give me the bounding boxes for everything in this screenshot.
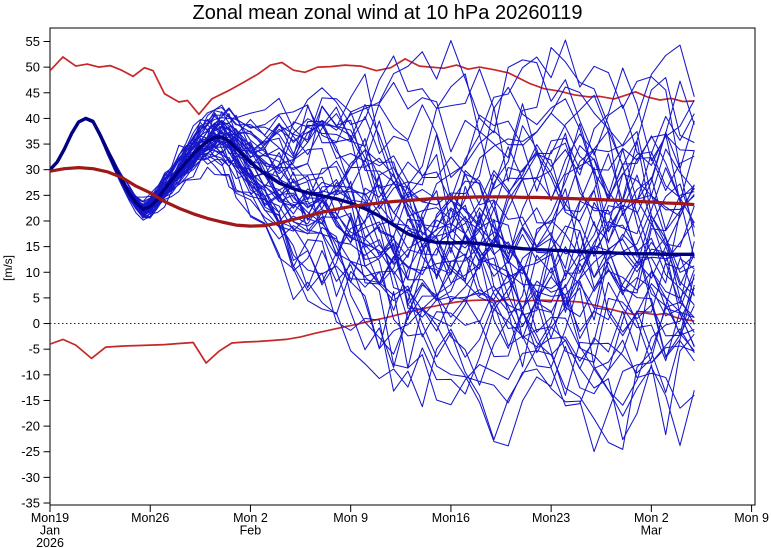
climatology-mean-line	[50, 166, 695, 228]
ensemble-member-line	[50, 46, 695, 261]
y-tick-label: 10	[26, 265, 40, 280]
x-tick-label: Mon26	[131, 511, 169, 525]
y-tick-label: 40	[26, 111, 40, 126]
x-tick-label: Mon19	[31, 511, 69, 525]
y-tick-label: 45	[26, 85, 40, 100]
y-tick-label: -5	[28, 342, 40, 357]
y-tick-label: -10	[21, 367, 40, 382]
y-tick-label: 25	[26, 188, 40, 203]
ensemble-member-line	[50, 117, 695, 321]
y-tick-label: 35	[26, 137, 40, 152]
y-axis-label: [m/s]	[1, 255, 15, 281]
y-tick-label: 30	[26, 162, 40, 177]
y-tick-label: -25	[21, 444, 40, 459]
x-tick-label: Mon23	[532, 511, 570, 525]
x-tick-label: Feb	[240, 524, 262, 538]
chart-title: Zonal mean zonal wind at 10 hPa 20260119	[192, 2, 583, 24]
x-tick-label: 2026	[36, 536, 64, 548]
climatology-min-line	[50, 298, 695, 364]
y-tick-label: -30	[21, 470, 40, 485]
y-tick-label: 20	[26, 213, 40, 228]
y-tick-label: 0	[33, 316, 40, 331]
y-tick-label: -20	[21, 419, 40, 434]
x-tick-label: Mon16	[432, 511, 470, 525]
x-tick-label: Mon 9	[333, 511, 368, 525]
climatology-max-line	[50, 56, 695, 116]
y-tick-label: -15	[21, 393, 40, 408]
x-tick-label: Mar	[641, 524, 663, 538]
y-tick-label: 15	[26, 239, 40, 254]
x-tick-label: Mon 2	[233, 511, 268, 525]
y-tick-label: -35	[21, 496, 40, 511]
x-tick-label: Mon 9	[734, 511, 769, 525]
y-tick-label: 55	[26, 34, 40, 49]
plot-frame	[49, 27, 756, 506]
y-tick-label: 5	[33, 290, 40, 305]
x-tick-label: Mon 2	[634, 511, 669, 525]
y-tick-label: 50	[26, 60, 40, 75]
ensemble-member-line	[50, 118, 695, 396]
x-tick-label: Jan	[40, 524, 60, 538]
y-axis: -35 -30 -25 -20 -15 -10 -5 0 5 10 15 20 25 30 35 40 45 50…	[21, 34, 50, 511]
ensemble-members	[50, 39, 695, 453]
